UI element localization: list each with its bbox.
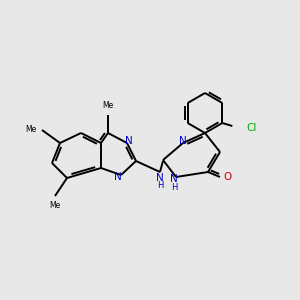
Text: Me: Me bbox=[102, 101, 114, 110]
Text: O: O bbox=[224, 172, 232, 182]
Text: N: N bbox=[170, 174, 178, 184]
Text: Cl: Cl bbox=[246, 123, 257, 133]
Text: Me: Me bbox=[50, 201, 61, 210]
Text: N: N bbox=[125, 136, 133, 146]
Text: N: N bbox=[179, 136, 187, 146]
Text: H: H bbox=[171, 182, 177, 191]
Text: N: N bbox=[156, 173, 164, 183]
Text: N: N bbox=[114, 172, 122, 182]
Text: H: H bbox=[157, 182, 163, 190]
Text: Me: Me bbox=[26, 125, 37, 134]
